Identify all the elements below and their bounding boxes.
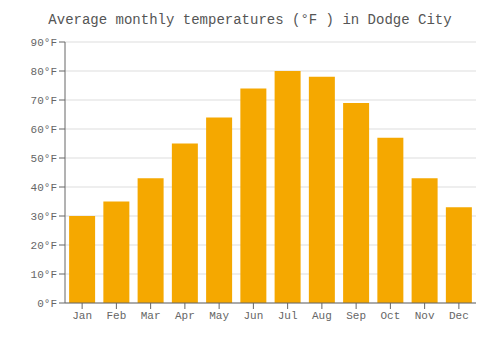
svg-text:50°F: 50°F xyxy=(31,153,57,165)
svg-text:Sep: Sep xyxy=(346,310,366,322)
svg-text:Dec: Dec xyxy=(449,310,469,322)
svg-text:Jan: Jan xyxy=(72,310,92,322)
svg-text:30°F: 30°F xyxy=(31,211,57,223)
svg-text:80°F: 80°F xyxy=(31,66,57,78)
svg-text:Jun: Jun xyxy=(243,310,263,322)
svg-text:40°F: 40°F xyxy=(31,182,57,194)
svg-text:90°F: 90°F xyxy=(31,37,57,49)
svg-text:Jul: Jul xyxy=(278,310,298,322)
svg-text:Feb: Feb xyxy=(106,310,126,322)
svg-text:May: May xyxy=(209,310,229,322)
svg-text:Aug: Aug xyxy=(312,310,332,322)
svg-text:Mar: Mar xyxy=(141,310,161,322)
svg-text:70°F: 70°F xyxy=(31,95,57,107)
svg-text:60°F: 60°F xyxy=(31,124,57,136)
svg-text:Nov: Nov xyxy=(415,310,435,322)
svg-text:Oct: Oct xyxy=(380,310,400,322)
svg-text:10°F: 10°F xyxy=(31,269,57,281)
svg-text:Apr: Apr xyxy=(175,310,195,322)
svg-text:20°F: 20°F xyxy=(31,240,57,252)
html-text:Average monthly temperatures (: Average monthly temperatures (°F ) in Do… xyxy=(48,12,452,28)
svg-text:0°F: 0°F xyxy=(37,298,57,310)
